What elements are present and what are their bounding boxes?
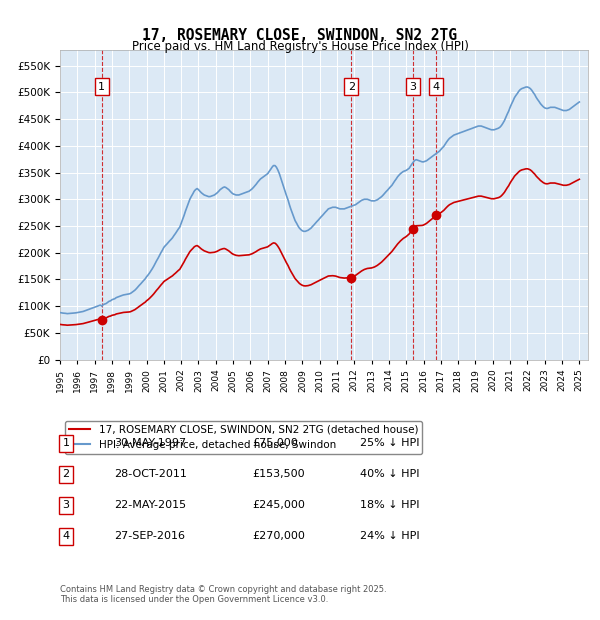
Text: 30-MAY-1997: 30-MAY-1997 [114,438,186,448]
Text: 28-OCT-2011: 28-OCT-2011 [114,469,187,479]
Text: 3: 3 [409,82,416,92]
Text: 17, ROSEMARY CLOSE, SWINDON, SN2 2TG: 17, ROSEMARY CLOSE, SWINDON, SN2 2TG [143,28,458,43]
Text: 22-MAY-2015: 22-MAY-2015 [114,500,186,510]
Text: £153,500: £153,500 [252,469,305,479]
Legend: 17, ROSEMARY CLOSE, SWINDON, SN2 2TG (detached house), HPI: Average price, detac: 17, ROSEMARY CLOSE, SWINDON, SN2 2TG (de… [65,420,422,454]
Text: Price paid vs. HM Land Registry's House Price Index (HPI): Price paid vs. HM Land Registry's House … [131,40,469,53]
Text: 27-SEP-2016: 27-SEP-2016 [114,531,185,541]
Text: 3: 3 [62,500,70,510]
Text: 25% ↓ HPI: 25% ↓ HPI [360,438,419,448]
Text: 40% ↓ HPI: 40% ↓ HPI [360,469,419,479]
Text: Contains HM Land Registry data © Crown copyright and database right 2025.
This d: Contains HM Land Registry data © Crown c… [60,585,386,604]
Text: 4: 4 [62,531,70,541]
Text: 2: 2 [348,82,355,92]
Text: 4: 4 [433,82,440,92]
Text: 1: 1 [98,82,105,92]
Text: £270,000: £270,000 [252,531,305,541]
Text: 24% ↓ HPI: 24% ↓ HPI [360,531,419,541]
Text: 2: 2 [62,469,70,479]
Text: £75,000: £75,000 [252,438,298,448]
Text: 18% ↓ HPI: 18% ↓ HPI [360,500,419,510]
Text: 1: 1 [62,438,70,448]
Text: £245,000: £245,000 [252,500,305,510]
